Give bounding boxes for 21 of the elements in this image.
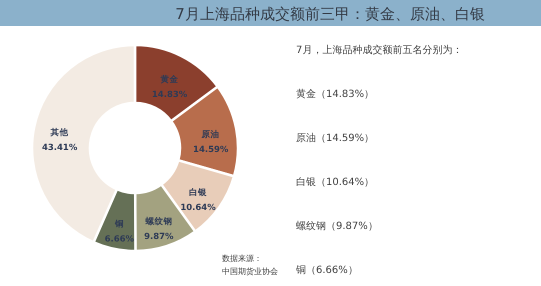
slice-label: 其他 <box>50 127 70 138</box>
data-label: 10.64% <box>180 203 216 214</box>
slice-label: 原油 <box>200 129 220 140</box>
text: 7月上海品种成交额前三甲：黄金、原油、白银 <box>175 5 485 23</box>
text: 黄金（14.83%） <box>296 88 374 100</box>
data-label: 6.66% <box>104 234 135 244</box>
slice-label: 铜 <box>114 218 124 230</box>
source-note: 数据来源： <box>222 254 262 263</box>
text: 铜（6.66%） <box>295 265 358 276</box>
text: 原油（14.59%） <box>296 132 374 144</box>
slice-label: 白银 <box>189 187 208 198</box>
text: 螺纹钢（9.87%） <box>296 220 378 232</box>
text: 7月，上海品种成交额前五名分别为： <box>296 44 462 56</box>
data-label: 14.83% <box>152 90 188 100</box>
data-label: 9.87% <box>144 232 174 242</box>
data-label: 43.41% <box>42 143 78 154</box>
slice-label: 螺纹钢 <box>144 216 172 228</box>
data-label: 14.59% <box>193 145 229 156</box>
text: 白银（10.64%） <box>296 176 374 188</box>
slice-label: 黄金 <box>160 74 180 86</box>
text: 中国期货业协会 <box>222 267 278 276</box>
